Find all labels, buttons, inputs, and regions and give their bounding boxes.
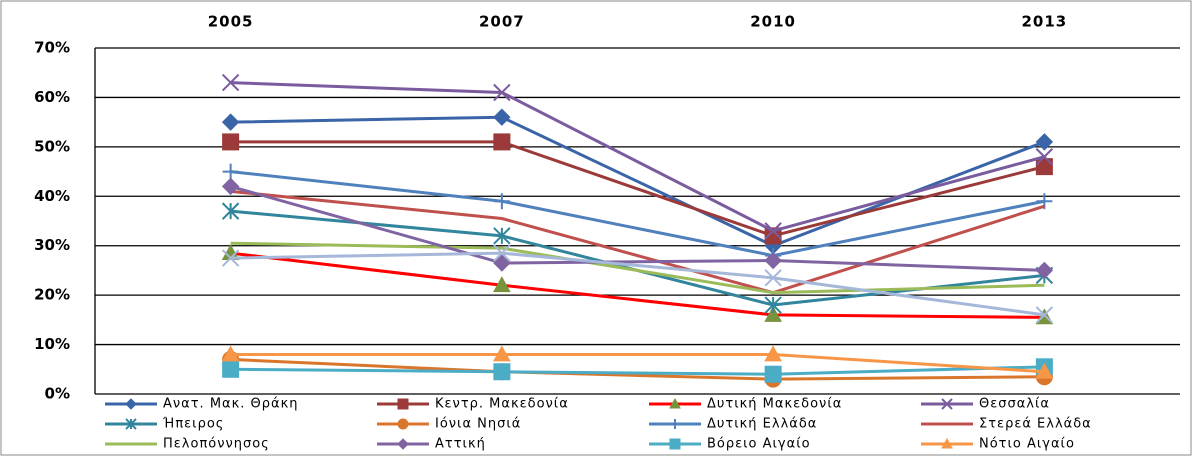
series-line <box>230 170 1045 258</box>
series-line <box>230 81 1045 233</box>
marker <box>221 202 240 220</box>
marker <box>764 296 782 314</box>
marker <box>764 269 782 287</box>
legend-label: Ανατ. Μακ. Θράκη <box>163 397 298 412</box>
marker <box>222 360 240 378</box>
legend-label: Κεντρ. Μακεδονία <box>435 397 569 412</box>
legend-marker <box>397 438 409 450</box>
x-tick-label: 2007 <box>479 13 525 31</box>
marker <box>493 345 511 362</box>
legend-marker <box>397 398 409 410</box>
legend-label: Πελοπόννησος <box>163 437 270 452</box>
series-line <box>230 352 1045 374</box>
marker <box>1035 261 1054 280</box>
y-tick-label: 30% <box>34 236 70 254</box>
legend-label: Δυτική Ελλάδα <box>707 417 817 432</box>
marker <box>1035 148 1054 166</box>
legend-label: Νότιο Αιγαίο <box>979 437 1075 452</box>
legend-marker <box>669 438 681 450</box>
marker <box>764 305 782 322</box>
legend-label: Αττική <box>435 437 486 452</box>
legend-label: Δυτική Μακεδονία <box>707 397 842 412</box>
marker <box>493 108 511 126</box>
legend-marker <box>941 398 953 410</box>
y-tick-label: 40% <box>34 187 70 205</box>
marker <box>221 244 240 261</box>
series-line <box>230 251 1045 317</box>
series-line <box>230 189 1045 295</box>
marker <box>493 133 511 151</box>
marker <box>221 177 240 196</box>
legend-marker <box>397 418 409 430</box>
marker <box>493 276 511 293</box>
legend-label: Στερεά Ελλάδα <box>979 417 1092 432</box>
x-tick-label: 2005 <box>208 13 254 31</box>
y-tick-label: 50% <box>34 137 70 155</box>
x-tick-label: 2013 <box>1022 13 1068 31</box>
marker <box>221 249 240 267</box>
marker <box>221 73 240 92</box>
marker <box>1035 133 1054 151</box>
marker <box>764 227 782 245</box>
marker <box>222 163 239 180</box>
marker <box>221 345 240 362</box>
marker <box>493 254 511 272</box>
y-tick-label: 70% <box>34 39 70 57</box>
marker <box>221 113 240 131</box>
marker <box>493 227 511 245</box>
legend-marker <box>670 419 680 429</box>
series-line <box>230 140 1045 238</box>
y-tick-label: 60% <box>34 88 70 106</box>
legend-marker <box>941 437 953 449</box>
x-tick-label: 2010 <box>750 13 796 31</box>
legend-marker <box>125 398 137 410</box>
marker <box>493 363 511 381</box>
marker <box>1035 362 1054 379</box>
y-tick-label: 20% <box>34 286 70 304</box>
series-line <box>230 241 1045 295</box>
marker <box>764 251 782 270</box>
series-line <box>230 184 1045 272</box>
legend-label: Βόρειο Αιγαίο <box>707 437 811 452</box>
legend-marker <box>669 397 681 409</box>
marker <box>493 83 511 102</box>
marker <box>764 222 782 240</box>
legend-label: Θεσσαλία <box>979 397 1050 412</box>
marker <box>493 244 511 262</box>
marker <box>1035 306 1054 324</box>
legend-marker <box>125 418 137 430</box>
marker <box>764 345 782 362</box>
series-line <box>230 365 1045 376</box>
marker <box>222 133 240 151</box>
legend-label: Ήπειρος <box>162 417 224 432</box>
marker <box>1035 158 1053 176</box>
series-line <box>230 251 1045 319</box>
series-line <box>230 357 1045 381</box>
marker <box>493 193 510 210</box>
legend-label: Ιόνια Νησιά <box>435 417 521 432</box>
y-tick-label: 0% <box>45 385 70 403</box>
marker <box>764 365 782 383</box>
y-tick-label: 10% <box>34 335 70 353</box>
